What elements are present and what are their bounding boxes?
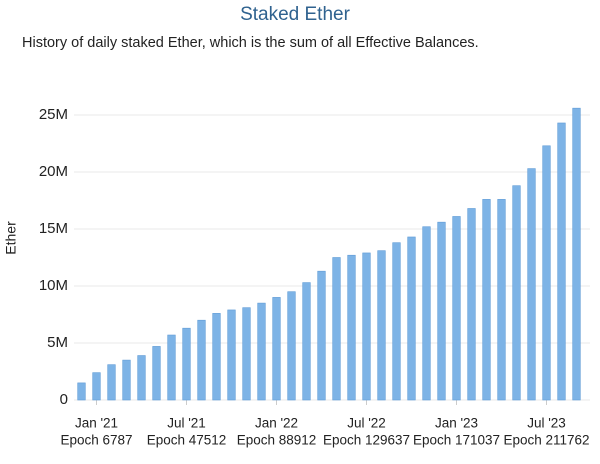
chart-title: Staked Ether <box>240 4 351 25</box>
bar <box>182 327 191 401</box>
y-tick-label: 10M <box>39 277 68 294</box>
x-tick-label: Jan '21 <box>75 416 118 431</box>
y-tick-label: 0 <box>60 391 68 408</box>
bar <box>557 122 566 401</box>
bar <box>197 319 206 401</box>
bar <box>92 372 101 401</box>
bar <box>542 145 551 401</box>
bar <box>362 252 371 401</box>
bar <box>332 257 341 401</box>
bar <box>77 382 86 401</box>
bar <box>437 221 446 401</box>
bar <box>407 236 416 401</box>
bar <box>482 199 491 401</box>
x-tick-label: Jul '21 <box>167 416 206 431</box>
y-tick-label: 20M <box>39 163 68 180</box>
bar <box>392 242 401 401</box>
bar <box>242 307 251 401</box>
bar <box>452 216 461 401</box>
bar <box>467 208 476 401</box>
x-tick-label: Jul '23 <box>527 416 566 431</box>
chart-subtitle: History of daily staked Ether, which is … <box>22 35 479 51</box>
x-tick-label: Jan '22 <box>255 416 298 431</box>
bar <box>287 291 296 401</box>
bar <box>152 346 161 401</box>
x-tick-label: Jul '22 <box>347 416 386 431</box>
bar <box>272 297 281 401</box>
bar <box>257 302 266 401</box>
x-tick-sublabel: Epoch 47512 <box>147 433 227 448</box>
bar <box>347 254 356 401</box>
bar <box>512 185 521 401</box>
bar <box>527 168 536 401</box>
y-axis-label: Ether <box>3 221 19 255</box>
bar <box>422 226 431 401</box>
y-tick-label: 25M <box>39 106 68 123</box>
bar <box>497 199 506 401</box>
bar <box>302 282 311 401</box>
bar <box>212 313 221 401</box>
x-tick-sublabel: Epoch 171037 <box>413 433 500 448</box>
x-tick-sublabel: Epoch 129637 <box>323 433 410 448</box>
y-tick-label: 5M <box>47 334 68 351</box>
x-tick-label: Jan '23 <box>435 416 478 431</box>
x-tick-sublabel: Epoch 6787 <box>60 433 132 448</box>
x-tick-sublabel: Epoch 211762 <box>503 433 589 448</box>
bar <box>137 355 146 401</box>
bar <box>122 359 131 401</box>
bar <box>572 107 581 401</box>
bar <box>317 270 326 401</box>
bar <box>167 334 176 401</box>
y-tick-label: 15M <box>39 220 68 237</box>
bar <box>107 364 116 401</box>
bar <box>227 309 236 401</box>
x-tick-sublabel: Epoch 88912 <box>237 433 317 448</box>
bar <box>377 250 386 401</box>
